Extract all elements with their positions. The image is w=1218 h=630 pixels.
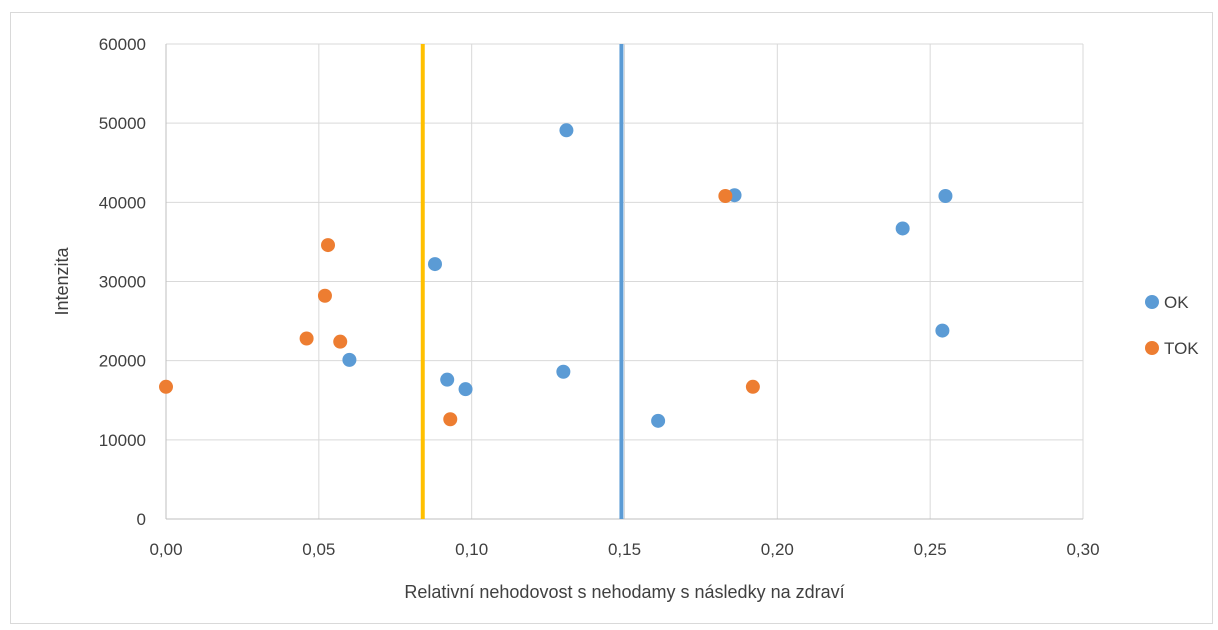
x-tick-label: 0,20 (761, 540, 794, 559)
x-tick-label: 0,25 (914, 540, 947, 559)
point-tok (317, 288, 332, 303)
legend-marker-tok (1145, 341, 1159, 355)
y-tick-label: 20000 (99, 352, 146, 371)
y-tick-label: 40000 (99, 193, 146, 212)
legend-label-ok: OK (1164, 293, 1189, 312)
point-tok (745, 379, 760, 394)
point-tok (321, 238, 336, 253)
point-tok (333, 334, 348, 349)
y-tick-label: 10000 (99, 431, 146, 450)
y-tick-label: 0 (137, 510, 146, 529)
axes (165, 44, 1083, 520)
point-ok (556, 364, 571, 379)
legend-label-tok: TOK (1164, 339, 1199, 358)
point-tok (159, 379, 173, 394)
point-ok (559, 123, 574, 138)
point-ok (895, 221, 910, 236)
gridlines (166, 43, 1084, 519)
x-tick-label: 0,00 (149, 540, 182, 559)
legend-marker-ok (1145, 295, 1159, 309)
point-ok (342, 352, 357, 367)
y-tick-label: 60000 (99, 35, 146, 54)
x-tick-label: 0,05 (302, 540, 335, 559)
x-axis-title: Relativní nehodovost s nehodamy s násled… (404, 582, 844, 602)
tick-labels: 0 10000 20000 30000 40000 50000 60000 0,00 0,05 0… (99, 35, 1100, 559)
point-ok (935, 323, 950, 338)
point-ok (938, 189, 953, 203)
point-tok (443, 412, 458, 427)
point-ok (440, 372, 455, 387)
point-tok (718, 189, 733, 203)
reference-lines (420, 44, 624, 519)
y-axis-title: Intenzita (52, 246, 72, 315)
legend: OK TOK (1145, 293, 1199, 358)
point-ok (458, 382, 473, 397)
point-ok (651, 413, 666, 428)
point-tok (299, 331, 314, 346)
point-ok (427, 257, 442, 272)
data-points (159, 123, 953, 428)
chart-frame (10, 12, 1213, 624)
y-tick-label: 50000 (99, 114, 146, 133)
x-tick-label: 0,15 (608, 540, 641, 559)
x-tick-label: 0,30 (1066, 540, 1099, 559)
y-tick-label: 30000 (99, 273, 146, 292)
x-tick-label: 0,10 (455, 540, 488, 559)
